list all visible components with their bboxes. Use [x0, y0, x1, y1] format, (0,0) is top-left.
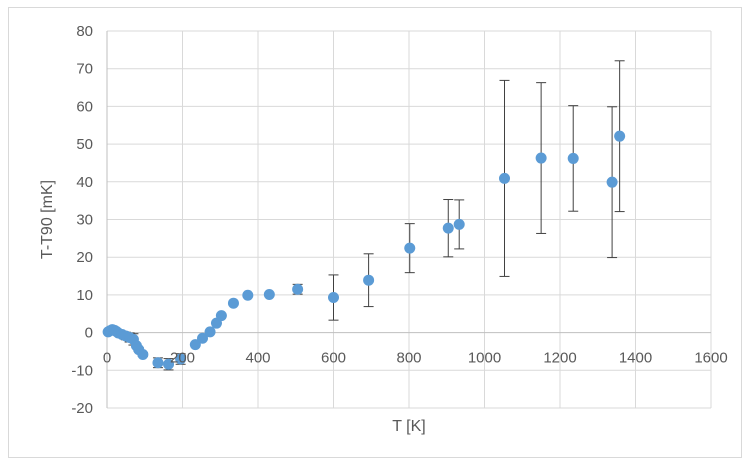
y-tick-label: 60	[76, 98, 93, 115]
x-tick-label: 800	[396, 350, 421, 367]
y-tick-label: 10	[76, 287, 93, 304]
error-bars	[117, 60, 625, 371]
data-point	[453, 218, 465, 230]
data-point	[292, 283, 304, 295]
y-tick-label: 40	[76, 174, 93, 191]
data-point	[152, 357, 164, 369]
x-tick-label: 600	[321, 350, 346, 367]
data-point	[175, 353, 187, 365]
data-points	[102, 130, 626, 370]
y-tick-label: 50	[76, 136, 93, 153]
y-tick-label: -10	[71, 362, 93, 379]
x-tick-label: 1400	[619, 350, 652, 367]
x-tick-labels: 0 200 400 600 800 1000 1200 1400 1600	[103, 350, 728, 367]
y-tick-label: 20	[76, 249, 93, 266]
y-tick-label: 0	[85, 325, 93, 342]
data-point	[606, 176, 618, 188]
y-tick-label: 30	[76, 212, 93, 229]
data-point	[263, 289, 275, 301]
data-point	[404, 242, 416, 254]
x-tick-label: 1000	[468, 350, 501, 367]
data-point	[197, 332, 209, 344]
x-tick-label: 200	[170, 350, 195, 367]
y-tick-label: 70	[76, 61, 93, 78]
data-point	[227, 297, 239, 309]
data-point	[535, 152, 547, 164]
y-tick-label: 80	[76, 23, 93, 40]
data-point	[499, 172, 511, 184]
data-point	[442, 222, 454, 234]
y-axis-title: T-T90 [mK]	[39, 180, 56, 259]
data-point	[614, 130, 626, 142]
x-axis-title: T [K]	[392, 418, 426, 435]
x-tick-label: 0	[103, 350, 111, 367]
data-point	[163, 358, 175, 370]
data-point	[137, 348, 149, 360]
x-tick-label: 1200	[543, 350, 576, 367]
data-point	[204, 326, 216, 338]
data-point	[242, 289, 254, 301]
data-point	[215, 310, 227, 322]
y-tick-label: -20	[71, 400, 93, 417]
x-tick-label: 400	[245, 350, 270, 367]
y-tick-labels: -20 -10 0 10 20 30 40 50 60 70 80	[71, 23, 93, 417]
data-point	[328, 292, 339, 304]
data-point	[363, 274, 375, 286]
x-tick-label: 1600	[694, 350, 727, 367]
data-point	[189, 339, 201, 351]
data-point	[567, 152, 579, 164]
